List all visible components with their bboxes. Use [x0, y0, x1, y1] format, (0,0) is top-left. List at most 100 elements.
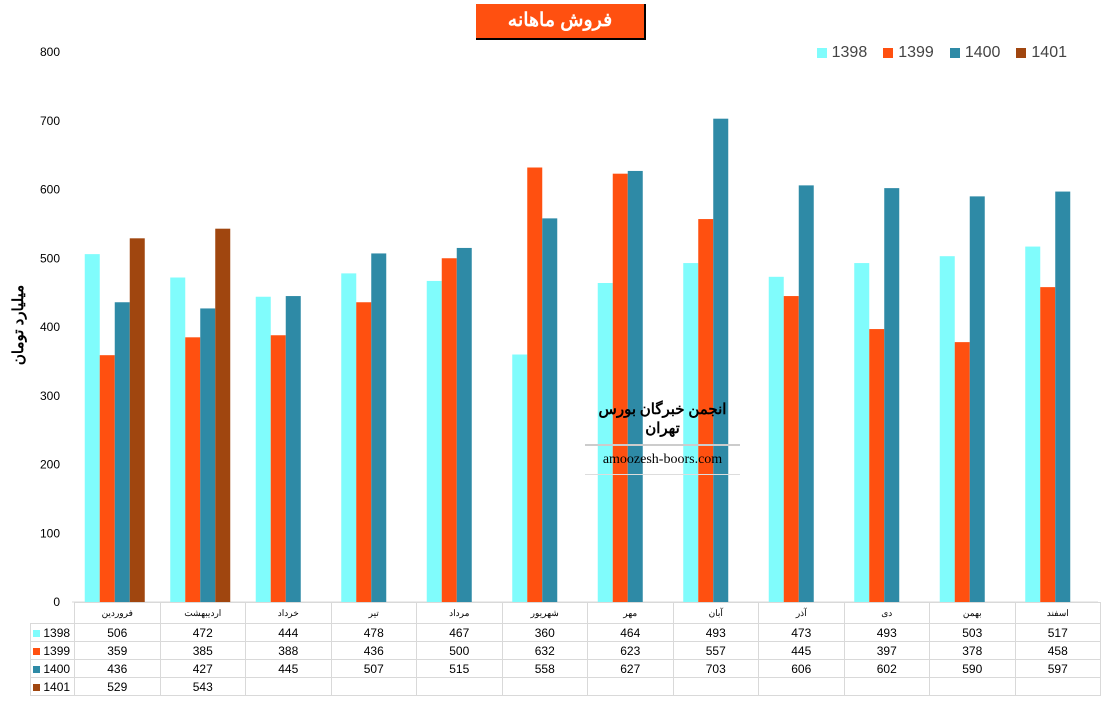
legend-item-1398: 1398 [816, 44, 867, 62]
bar-1398 [854, 263, 870, 602]
value-cell [758, 677, 845, 696]
value-cell [416, 677, 503, 696]
legend-label: 1400 [964, 44, 1001, 61]
value-cell: 623 [587, 641, 674, 660]
bar-1400 [1055, 191, 1071, 602]
bar-1398 [84, 254, 100, 602]
bar-1399 [612, 173, 628, 602]
bar-1399 [441, 258, 457, 602]
value-cell [672, 677, 759, 696]
series-label: 1401 [30, 677, 75, 696]
bar-1400 [114, 302, 130, 602]
y-tick-label: 800 [40, 45, 60, 59]
y-tick-label: 700 [40, 114, 60, 128]
table-row: 1398 506 472 444 478 467 360 464 493 473 493 503 517 [30, 623, 1101, 642]
value-cell: 632 [501, 641, 588, 660]
value-cell: 529 [74, 677, 161, 696]
bar-1399 [783, 296, 799, 602]
value-cell [929, 677, 1016, 696]
bar-1399 [270, 335, 286, 602]
bar-1400 [884, 188, 900, 602]
bar-1400 [456, 247, 472, 602]
value-cell: 590 [929, 659, 1016, 678]
category-label: بهمن [929, 602, 1016, 624]
value-cell: 436 [330, 641, 417, 660]
bar-1398 [683, 263, 699, 602]
value-cell: 606 [758, 659, 845, 678]
bar-1401 [129, 238, 145, 602]
value-cell: 500 [416, 641, 503, 660]
legend-item-1399: 1399 [883, 44, 934, 62]
value-cell: 506 [74, 623, 161, 642]
category-label: اردیبهشت [159, 602, 246, 624]
bar-1398 [1025, 246, 1041, 602]
bar-1400 [627, 170, 643, 602]
bar-1398 [341, 273, 357, 602]
value-cell: 360 [501, 623, 588, 642]
category-label: مهر [587, 602, 674, 624]
bar-1398 [597, 283, 613, 602]
value-cell: 458 [1014, 641, 1101, 660]
watermark: انجمن خبرگان بورس تهران amoozesh-boors.c… [585, 400, 740, 475]
bar-1400 [798, 185, 814, 602]
data-table: فروردین اردیبهشت خرداد تیر مرداد شهریور مهر آبا… [30, 602, 1101, 696]
y-axis-label: میلیارد تومان [10, 284, 28, 366]
legend-swatch [816, 48, 827, 58]
bar-1400 [542, 218, 558, 602]
y-tick-label: 100 [40, 526, 60, 540]
bar-1399 [527, 167, 543, 602]
bar-1399 [869, 329, 885, 602]
series-label: 1400 [30, 659, 75, 678]
bar-1399 [356, 302, 372, 602]
value-cell: 385 [159, 641, 246, 660]
bar-1398 [170, 277, 186, 602]
value-cell: 493 [672, 623, 759, 642]
watermark-name: انجمن خبرگان بورس تهران [585, 400, 740, 446]
table-row: 1399 359 385 388 436 500 632 623 557 445 397 378 458 [30, 641, 1101, 660]
series-label: 1398 [30, 623, 75, 642]
value-cell: 478 [330, 623, 417, 642]
value-cell: 467 [416, 623, 503, 642]
bar-1400 [713, 118, 729, 602]
value-cell: 493 [843, 623, 930, 642]
bar-1399 [185, 337, 201, 602]
bar-1399 [698, 219, 714, 602]
value-cell: 436 [74, 659, 161, 678]
value-cell: 444 [245, 623, 332, 642]
y-tick-label: 200 [40, 458, 60, 472]
legend-item-1400: 1400 [949, 44, 1001, 62]
category-label: آبان [672, 602, 759, 624]
value-cell [501, 677, 588, 696]
bar-1399 [99, 355, 115, 602]
y-tick-label: 0 [53, 595, 60, 609]
watermark-url: amoozesh-boors.com [585, 452, 740, 475]
y-tick-label: 400 [40, 320, 60, 334]
value-cell: 445 [245, 659, 332, 678]
chart-title: فروش ماهانه اخـــــبر [476, 4, 646, 65]
value-cell: 397 [843, 641, 930, 660]
category-label: اسفند [1014, 602, 1101, 624]
value-cell: 503 [929, 623, 1016, 642]
series-label: 1399 [30, 641, 75, 660]
bar-1400 [969, 196, 985, 602]
bar-1399 [954, 342, 970, 602]
value-cell: 473 [758, 623, 845, 642]
legend-label: 1401 [1031, 44, 1067, 61]
bar-1398 [255, 296, 271, 602]
bar-1398 [939, 256, 955, 602]
value-cell: 445 [758, 641, 845, 660]
category-label: دی [843, 602, 930, 624]
value-cell [245, 677, 332, 696]
legend-label: 1399 [898, 44, 934, 61]
y-tick-label: 500 [40, 251, 60, 265]
value-cell: 602 [843, 659, 930, 678]
bar-1400 [371, 253, 387, 602]
value-cell: 627 [587, 659, 674, 678]
value-cell: 472 [159, 623, 246, 642]
table-row: 1400 436 427 445 507 515 558 627 703 606 602 590 597 [30, 659, 1101, 678]
value-cell: 543 [159, 677, 246, 696]
value-cell: 464 [587, 623, 674, 642]
legend-swatch [883, 48, 894, 58]
value-cell: 597 [1014, 659, 1101, 678]
